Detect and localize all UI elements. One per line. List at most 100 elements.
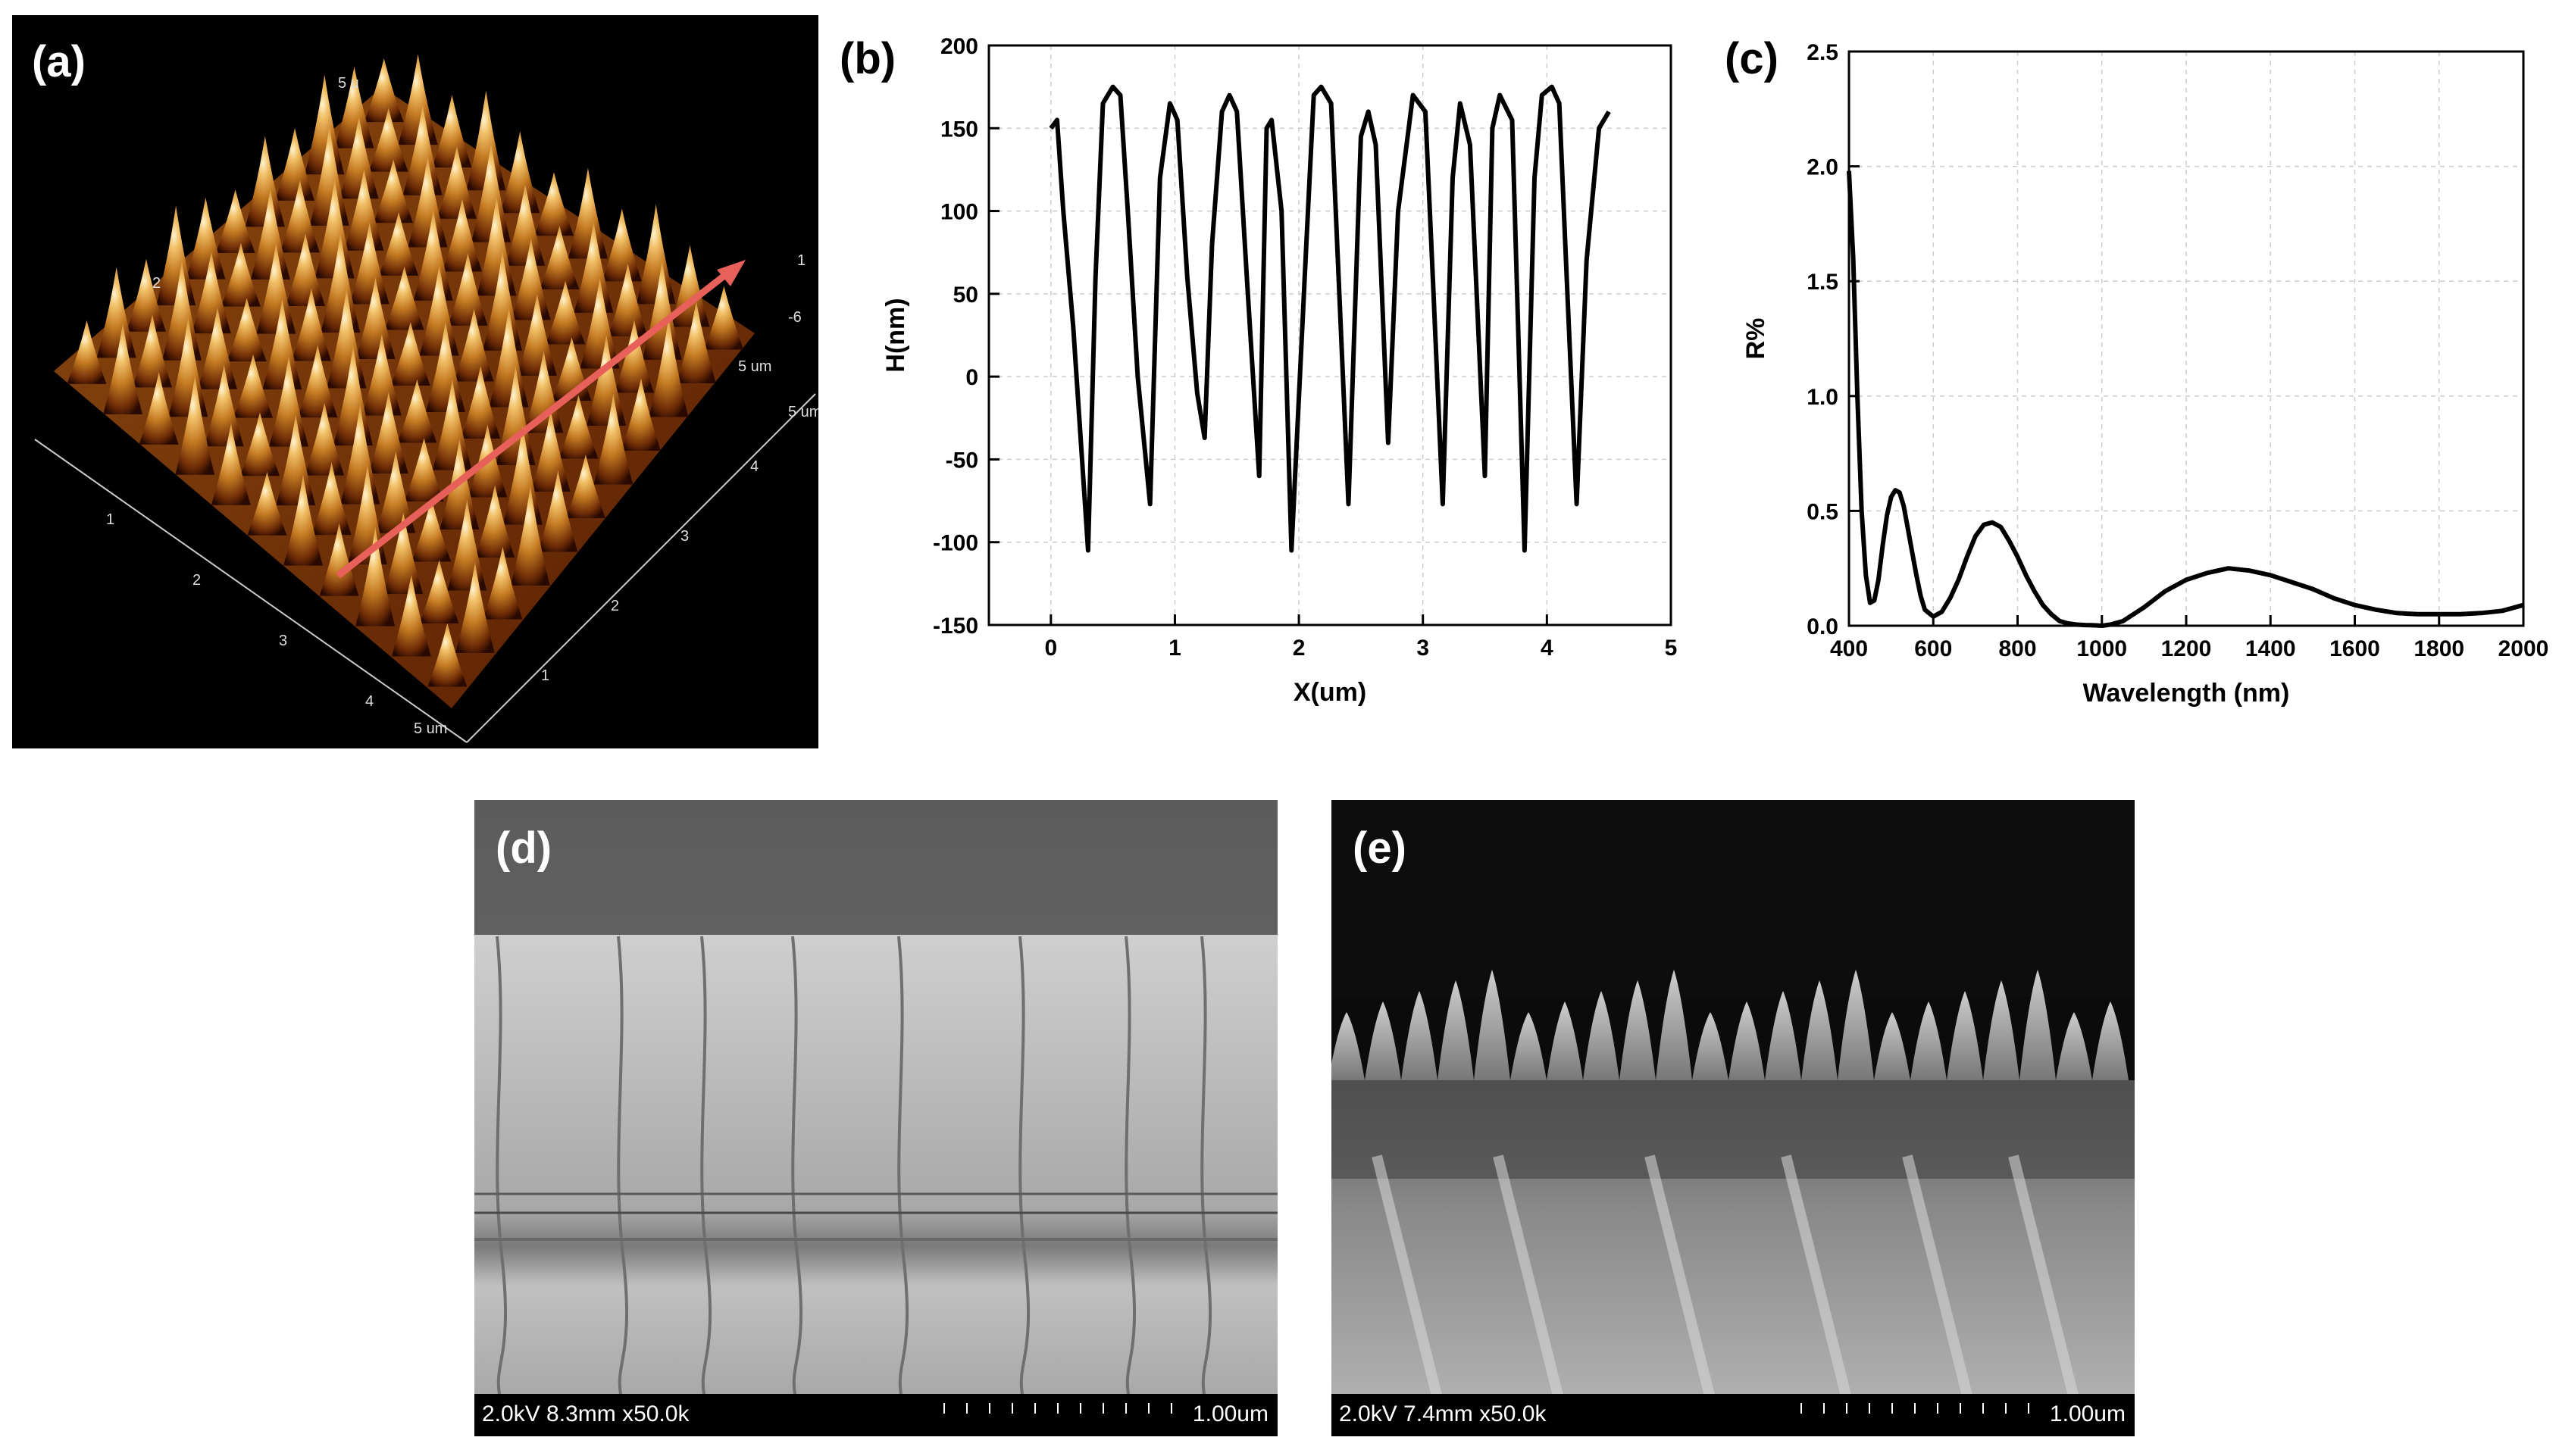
afm-cone bbox=[568, 167, 608, 259]
afm-front-tick-label: 4 bbox=[365, 693, 374, 710]
x-tick-label: 800 bbox=[1998, 636, 2036, 661]
afm-front-tick-label: 2 bbox=[192, 572, 201, 589]
afm-cone bbox=[250, 189, 290, 280]
afm-axis-label-right-2: 5 um bbox=[788, 404, 818, 420]
afm-cone bbox=[505, 183, 546, 266]
afm-cone bbox=[384, 266, 424, 330]
reflectance-chart: 400 600 800 1000 1200 1400 1600 1800 2000 0.0 0.5 1… bbox=[1741, 40, 2549, 708]
afm-cone bbox=[636, 204, 676, 305]
sem-parameters-d: 2.0kV 8.3mm x50.0k bbox=[482, 1401, 690, 1426]
afm-cone bbox=[413, 209, 453, 301]
afm-cone bbox=[256, 242, 296, 334]
x-tick-label: 600 bbox=[1914, 636, 1952, 661]
afm-cone bbox=[466, 90, 506, 191]
afm-cone bbox=[340, 404, 380, 505]
afm-cone bbox=[269, 355, 309, 447]
y-tick-label: 2.0 bbox=[1807, 155, 1838, 180]
afm-cone bbox=[455, 562, 495, 654]
x-tick-label: 5 bbox=[1665, 636, 1678, 661]
afm-cone bbox=[239, 412, 280, 476]
y-tick-label: 50 bbox=[953, 283, 978, 308]
afm-cone bbox=[454, 308, 494, 382]
sem-info-bar-e: 2.0kV 7.4mm x50.0k 1.00um bbox=[1331, 1394, 2135, 1436]
afm-front-tick-labels: 1 2 3 4 bbox=[106, 511, 374, 710]
afm-cone bbox=[471, 142, 511, 242]
sem-parameters-e: 2.0kV 7.4mm x50.0k bbox=[1339, 1401, 1547, 1426]
scale-ticks-d bbox=[943, 1403, 1172, 1414]
chart-b-y-axis-label: H(nm) bbox=[881, 298, 910, 372]
afm-cone bbox=[398, 54, 438, 145]
afm-cone bbox=[374, 159, 414, 223]
afm-cone bbox=[676, 301, 716, 383]
y-tick-label: 0.5 bbox=[1807, 499, 1838, 524]
afm-cone bbox=[614, 320, 654, 393]
afm-cone bbox=[383, 512, 424, 595]
afm-cone bbox=[580, 277, 620, 369]
nanocone bbox=[2019, 970, 2056, 1080]
height-profile-chart: 0 1 2 3 4 5 -150 -100 -50 0 50 100 150 200 X(um) H(nm… bbox=[881, 34, 1678, 707]
afm-cone bbox=[436, 145, 477, 219]
afm-cone bbox=[305, 74, 345, 175]
afm-cone bbox=[511, 238, 551, 320]
nanocone bbox=[1547, 1001, 1583, 1080]
afm-cone bbox=[534, 172, 574, 236]
afm-right-tick-label: 3 bbox=[680, 528, 689, 545]
reflectance-panel: 400 600 800 1000 1200 1400 1600 1800 2000 0.0 0.5 1… bbox=[1720, 15, 2554, 758]
x-tick-label: 1 bbox=[1168, 636, 1181, 661]
chart-b-frame bbox=[987, 44, 1672, 626]
afm-cone bbox=[379, 211, 419, 276]
afm-cone bbox=[245, 136, 285, 227]
afm-cone bbox=[397, 379, 437, 443]
panel-label-c: (c) bbox=[1725, 34, 1778, 83]
afm-surface: 1 2 3 4 1 2 3 4 5 um 5 um 5 um 5 u 1 -6 2 bbox=[34, 54, 818, 743]
afm-cone bbox=[333, 345, 374, 446]
scale-bar-label-e: 1.00um bbox=[2049, 1401, 2126, 1426]
afm-cone bbox=[314, 178, 355, 279]
afm-front-tick-label: 1 bbox=[106, 511, 114, 528]
nanocone bbox=[1619, 980, 1656, 1080]
afm-cone bbox=[411, 498, 452, 562]
y-tick-label: 150 bbox=[940, 117, 978, 142]
chart-c-x-axis-label: Wavelength (nm) bbox=[2083, 679, 2290, 708]
nanocone bbox=[2056, 1012, 2092, 1080]
afm-cone bbox=[247, 471, 287, 536]
afm-cone bbox=[327, 288, 367, 389]
profile-arrow-line bbox=[336, 270, 730, 579]
afm-cone bbox=[540, 225, 580, 289]
afm-cone bbox=[574, 221, 614, 313]
afm-cone bbox=[286, 233, 326, 306]
afm-cone bbox=[334, 66, 374, 148]
chart-c-grid bbox=[1848, 51, 2524, 626]
scale-bar-label-d: 1.00um bbox=[1192, 1401, 1269, 1426]
afm-right-tick-label: 2 bbox=[611, 598, 619, 614]
afm-cone bbox=[593, 393, 633, 485]
afm-cone bbox=[349, 222, 389, 305]
afm-cone bbox=[139, 371, 179, 445]
afm-cone bbox=[530, 410, 571, 492]
afm-cone bbox=[305, 402, 345, 476]
sem-image-e: (e) 2.0kV 7.4mm x50.0k 1.00um bbox=[1331, 800, 2135, 1436]
nanocone bbox=[1983, 980, 2019, 1080]
afm-cone bbox=[510, 486, 550, 586]
afm-cone bbox=[489, 307, 529, 408]
nanocone bbox=[1656, 970, 1692, 1080]
afm-cone bbox=[291, 288, 331, 361]
x-tick-label: 1600 bbox=[2329, 636, 2380, 661]
afm-cone bbox=[175, 374, 215, 475]
panel-label-e: (e) bbox=[1353, 823, 1406, 873]
x-tick-label: 2000 bbox=[2498, 636, 2549, 661]
afm-cone bbox=[442, 198, 482, 272]
x-tick-label: 3 bbox=[1416, 636, 1429, 661]
afm-cone bbox=[704, 286, 744, 350]
sem-texture-e bbox=[1331, 800, 2135, 1436]
afm-cone bbox=[161, 260, 202, 361]
afm-cone bbox=[67, 320, 107, 384]
x-tick-label: 4 bbox=[1541, 636, 1553, 661]
nanocone bbox=[1765, 991, 1801, 1080]
reflectance-series-line bbox=[1847, 170, 2524, 628]
x-tick-label: 0 bbox=[1044, 636, 1057, 661]
afm-image-panel: 1 2 3 4 1 2 3 4 5 um 5 um 5 um 5 u 1 -6 2 (a) bbox=[12, 15, 818, 748]
afm-cone bbox=[408, 156, 448, 248]
afm-cone bbox=[517, 293, 557, 376]
afm-cone bbox=[502, 424, 543, 525]
